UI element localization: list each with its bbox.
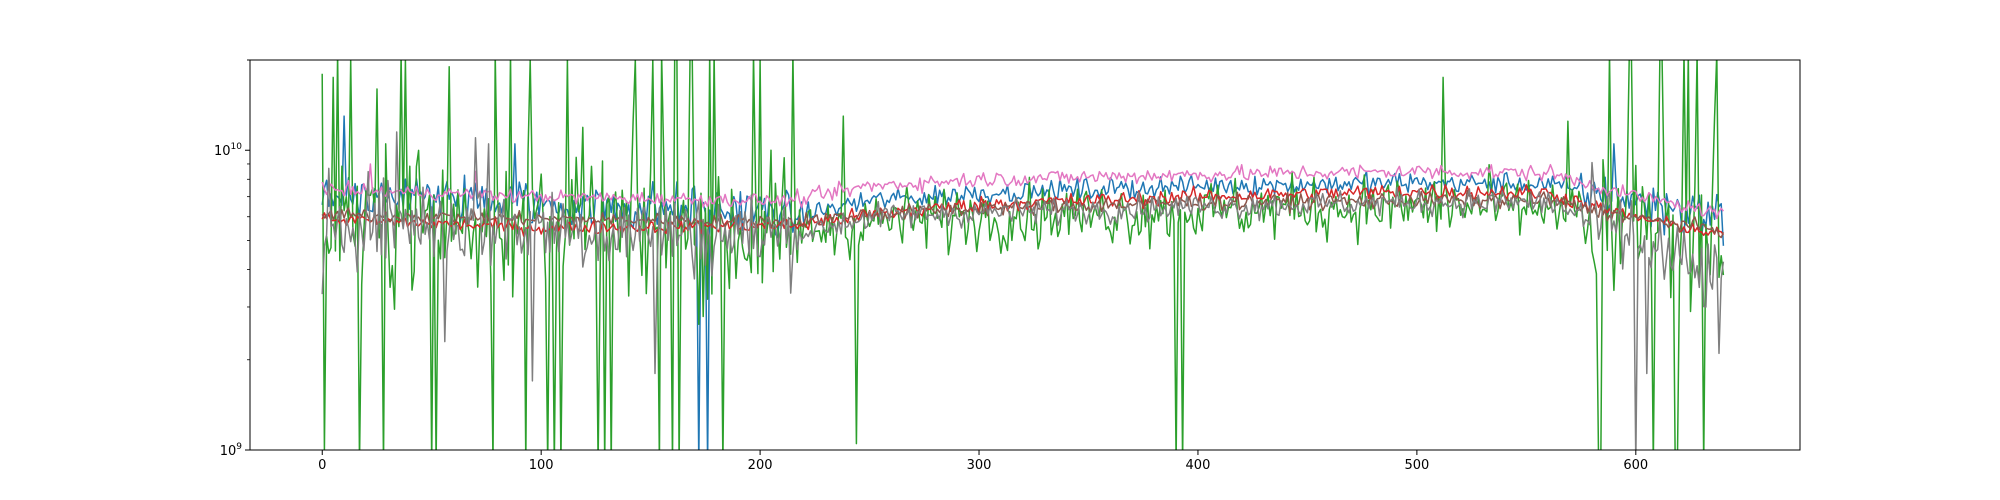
y-tick-exponent: 10 [231, 142, 243, 152]
series-line-5 [321, 163, 1724, 220]
x-tick-label: 300 [967, 458, 992, 473]
x-axis: 0 100 200 300 400 500 600 [318, 450, 1648, 473]
plot-frame [249, 59, 1801, 451]
series-line-1 [321, 115, 1725, 450]
y-tick-label: 109 [220, 442, 243, 459]
series-layer [321, 60, 1725, 450]
x-tick-label: 100 [529, 458, 554, 473]
y-tick-base: 10 [220, 444, 237, 459]
y-tick-base: 10 [214, 144, 231, 159]
y-tick-label: 1010 [214, 142, 242, 159]
x-tick-label: 400 [1186, 458, 1211, 473]
x-tick-label: 0 [318, 458, 326, 473]
x-tick-label: 600 [1623, 458, 1648, 473]
series-line-6 [321, 131, 1725, 450]
x-tick-label: 200 [748, 458, 773, 473]
x-tick-label: 500 [1404, 458, 1429, 473]
y-tick-exponent: 9 [236, 442, 242, 452]
series-line-4 [321, 189, 1725, 239]
